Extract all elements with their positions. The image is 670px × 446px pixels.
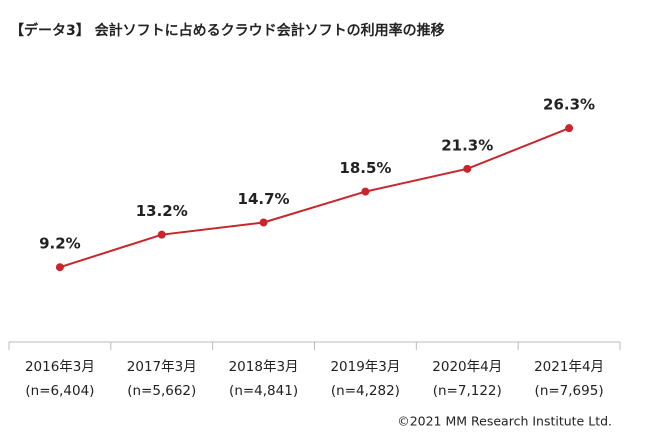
point <box>55 263 64 272</box>
sample-size: (n=5,662) <box>127 383 196 399</box>
x-tick-label: 2019年3月 <box>330 359 400 375</box>
x-tick-label: 2016年3月 <box>25 359 95 375</box>
point <box>157 230 166 239</box>
x-tick-label: 2020年4月 <box>432 359 502 375</box>
line <box>59 127 570 269</box>
x-tick-label: 2021年4月 <box>534 359 604 375</box>
credit: ©2021 MM Research Institute Ltd. <box>397 414 612 429</box>
data-label: 21.3% <box>441 136 493 154</box>
sample-size: (n=6,404) <box>25 383 94 399</box>
point <box>565 124 574 133</box>
sample-size: (n=7,695) <box>535 383 604 399</box>
data-label: 18.5% <box>339 159 391 177</box>
x-tick-label: 2017年3月 <box>127 359 197 375</box>
sample-size: (n=4,282) <box>331 383 400 399</box>
data-label: 14.7% <box>238 190 290 208</box>
point <box>361 187 370 196</box>
sample-size: (n=7,122) <box>433 383 502 399</box>
chart-title: 【データ3】 会計ソフトに占めるクラウド会計ソフトの利用率の推移 <box>10 22 445 39</box>
x-tick-label: 2018年3月 <box>229 359 299 375</box>
data-label: 9.2% <box>39 235 81 253</box>
data-label: 26.3% <box>543 96 595 114</box>
point <box>259 218 268 227</box>
data-label: 13.2% <box>136 202 188 220</box>
sample-size: (n=4,841) <box>229 383 298 399</box>
point <box>463 164 472 173</box>
